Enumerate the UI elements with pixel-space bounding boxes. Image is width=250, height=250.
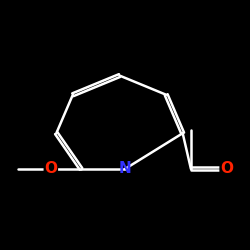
- Text: N: N: [118, 162, 132, 176]
- Text: O: O: [44, 162, 57, 176]
- Text: O: O: [220, 162, 233, 176]
